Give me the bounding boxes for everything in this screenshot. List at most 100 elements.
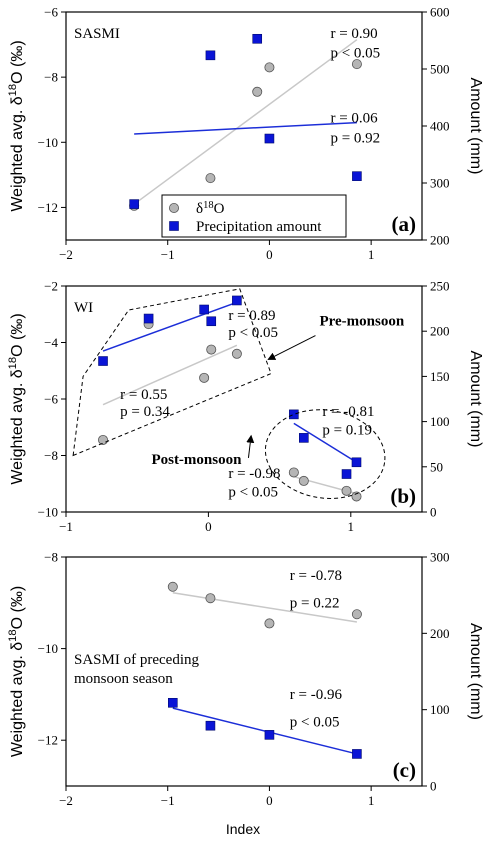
y-right-tick-label: 100 — [430, 702, 450, 717]
y-left-tick-label: −8 — [44, 550, 58, 565]
precip-point — [351, 457, 362, 468]
precip-point — [98, 356, 108, 366]
y-right-tick-label: 50 — [430, 459, 443, 474]
y-right-tick-label: 300 — [430, 176, 450, 191]
legend-d18o-marker — [168, 202, 179, 213]
precip-point — [129, 199, 139, 209]
precip-point — [352, 171, 362, 181]
y-left-tick-label: −8 — [44, 448, 58, 463]
x-tick-label: 1 — [368, 793, 375, 808]
stat-annotation: r = -0.96 — [290, 687, 343, 703]
y-left-tick-label: −10 — [38, 505, 58, 520]
stat-annotation: p = 0.92 — [330, 130, 380, 146]
d18o-point — [231, 348, 242, 359]
y-right-tick-label: 150 — [430, 369, 450, 384]
d18o-point — [98, 434, 109, 445]
precip-point — [232, 295, 242, 306]
precip-point — [299, 433, 309, 443]
d18o-point — [351, 609, 362, 620]
y-right-tick-label: 400 — [430, 119, 450, 134]
y-left-tick-label: −2 — [44, 279, 58, 294]
panel-title: monsoon season — [74, 671, 173, 687]
d18o-point — [205, 173, 216, 184]
y-right-tick-label: 250 — [430, 279, 450, 294]
stat-annotation: p < 0.05 — [330, 46, 380, 62]
precip-point — [143, 313, 154, 324]
stat-annotation: r = 0.90 — [330, 26, 377, 42]
x-tick-label: 0 — [205, 519, 212, 534]
y-right-tick-label: 0 — [430, 505, 437, 520]
precip-point — [341, 469, 352, 479]
y-left-tick-label: −4 — [44, 335, 58, 350]
y-right-tick-label: 200 — [430, 626, 450, 641]
pre-monsoon-callout: Pre-monsoon — [319, 314, 404, 330]
x-tick-label: 1 — [368, 247, 375, 262]
precip-point — [168, 697, 178, 708]
post-monsoon-enclosure — [264, 409, 386, 499]
d18o-point — [167, 581, 178, 592]
y-right-tick-label: 100 — [430, 414, 450, 429]
stat-annotation: r = -0.98 — [228, 466, 280, 482]
fit-line-precip — [293, 422, 357, 463]
fit-line-precip — [134, 121, 357, 135]
fit-line-d18o — [172, 591, 358, 623]
y-left-tick-label: −10 — [38, 641, 58, 656]
x-tick-label: −2 — [59, 247, 73, 262]
x-tick-label: −1 — [161, 793, 175, 808]
stat-annotation: r = -0.78 — [290, 568, 342, 584]
fit-line-d18o — [133, 39, 358, 205]
y-left-axis-label: Weighted avg. δ18O (‰) — [7, 586, 26, 757]
y-right-tick-label: 200 — [430, 324, 450, 339]
d18o-point — [341, 485, 352, 496]
x-tick-label: −1 — [59, 519, 73, 534]
y-right-tick-label: 0 — [430, 779, 437, 794]
x-tick-label: 1 — [348, 519, 355, 534]
y-right-axis-label: Amount (mm) — [467, 623, 484, 720]
y-right-tick-label: 200 — [430, 233, 450, 248]
y-right-tick-label: 600 — [430, 5, 450, 20]
d18o-point — [288, 467, 299, 478]
y-left-tick-label: −8 — [44, 70, 58, 85]
stat-annotation: p = 0.22 — [290, 595, 340, 611]
y-right-tick-label: 500 — [430, 62, 450, 77]
x-tick-label: −2 — [59, 793, 73, 808]
callout-arrow — [267, 335, 316, 360]
stat-annotation: r = 0.89 — [228, 308, 275, 324]
precip-point — [289, 409, 299, 420]
y-right-axis-label: Amount (mm) — [467, 351, 484, 448]
d18o-point — [199, 372, 210, 383]
legend-precip-marker — [169, 221, 179, 231]
d18o-point — [264, 618, 275, 629]
y-left-tick-label: −6 — [44, 5, 58, 20]
y-left-axis-label: Weighted avg. δ18O (‰) — [7, 40, 26, 211]
precip-point — [264, 133, 275, 144]
precip-point — [352, 749, 362, 759]
panel-title: WI — [74, 300, 93, 316]
precip-point — [199, 304, 209, 315]
legend-box — [161, 194, 347, 238]
d18o-point — [206, 344, 217, 355]
panel-title: SASMI of preceding — [74, 652, 199, 668]
y-right-tick-label: 300 — [430, 550, 450, 565]
fit-line-precip — [102, 301, 238, 352]
stat-annotation: p = 0.34 — [120, 404, 170, 420]
precip-point — [252, 33, 263, 44]
stat-annotation: r = 0.06 — [330, 111, 378, 127]
d18o-point — [298, 475, 309, 486]
stat-annotation: p < 0.05 — [228, 325, 278, 341]
panel-label: (a) — [392, 212, 417, 236]
y-left-tick-label: −6 — [44, 392, 58, 407]
d18o-point — [252, 86, 263, 97]
legend-d18o-label: δ18O — [196, 200, 225, 218]
panel-label: (c) — [393, 758, 416, 782]
x-tick-label: 0 — [266, 793, 273, 808]
y-left-tick-label: −12 — [38, 733, 58, 748]
d18o-point — [264, 62, 275, 73]
y-left-tick-label: −12 — [38, 200, 58, 215]
x-tick-label: 0 — [266, 247, 273, 262]
panel-title: SASMI — [74, 26, 120, 42]
stat-annotation: p < 0.05 — [290, 714, 340, 730]
panel-label: (b) — [390, 484, 416, 508]
